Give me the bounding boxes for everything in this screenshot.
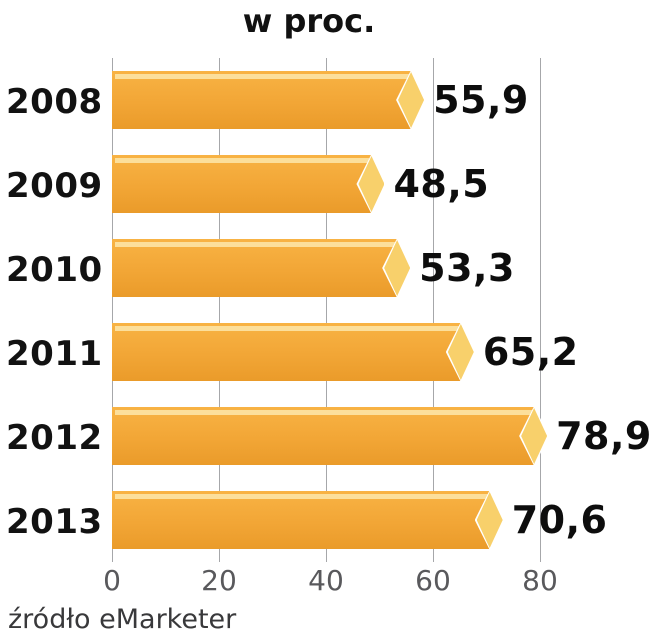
category-label: 2008 [6, 82, 103, 122]
source-label: źródło eMarketer [8, 604, 237, 635]
gridline [540, 58, 541, 562]
x-tick-label: 40 [308, 564, 344, 597]
gridline [112, 58, 113, 562]
bar-end-cap-face [384, 240, 411, 296]
bar-row: 2011 65,2 [6, 310, 578, 394]
chart-title: w proc. [242, 2, 376, 40]
bar-end-cap [445, 322, 476, 382]
bar-row: 2009 48,5 [6, 142, 540, 226]
bar [112, 322, 476, 382]
gridline [219, 58, 220, 562]
x-axis: 0 20 40 60 80 [103, 564, 558, 600]
gridline [433, 58, 434, 562]
x-tick-label: 60 [415, 564, 451, 597]
value-label: 55,9 [433, 78, 529, 122]
bar-end-cap [519, 406, 550, 466]
bar-highlight [115, 494, 488, 499]
category-label: 2011 [6, 334, 103, 374]
value-label: 48,5 [393, 162, 490, 206]
bar-end-cap-face [398, 72, 425, 128]
x-tick-label: 0 [103, 564, 121, 597]
bar-end-cap [382, 238, 413, 298]
value-label: 65,2 [482, 330, 579, 374]
bar-end-cap-face [521, 408, 548, 464]
value-label: 78,9 [556, 414, 650, 458]
bar-row: 2012 78,9 [6, 394, 650, 478]
category-label: 2010 [6, 250, 103, 290]
bar-row: 2010 53,3 [6, 226, 540, 310]
bar-row: 2008 55,9 [6, 58, 540, 142]
x-tick-label: 20 [201, 564, 237, 597]
bar-end-cap-face [358, 156, 385, 212]
bar-end-cap-face [447, 324, 474, 380]
bar-highlight [115, 74, 410, 79]
category-label: 2012 [6, 418, 103, 458]
bar [112, 70, 427, 130]
bar-end-cap-face [476, 492, 503, 548]
bar-highlight [115, 410, 533, 415]
x-tick-label: 80 [522, 564, 558, 597]
bar-highlight [115, 326, 459, 331]
bar [112, 406, 550, 466]
value-label: 70,6 [511, 498, 608, 542]
plot-area: 2008 55,9 2009 48,5 2010 53,3 2011 65,2 2012 78,9… [6, 58, 650, 562]
category-label: 2009 [6, 166, 103, 206]
bar [112, 238, 413, 298]
bar-row: 2013 70,6 [6, 478, 607, 562]
bar-highlight [115, 242, 396, 247]
category-label: 2013 [6, 502, 103, 542]
bar-end-cap [356, 154, 387, 214]
bar-end-cap [396, 70, 427, 130]
bar-highlight [115, 158, 370, 163]
bar [112, 490, 505, 550]
value-label: 53,3 [419, 246, 515, 290]
bar-end-cap [474, 490, 505, 550]
bar [112, 154, 387, 214]
gridline [326, 58, 327, 562]
